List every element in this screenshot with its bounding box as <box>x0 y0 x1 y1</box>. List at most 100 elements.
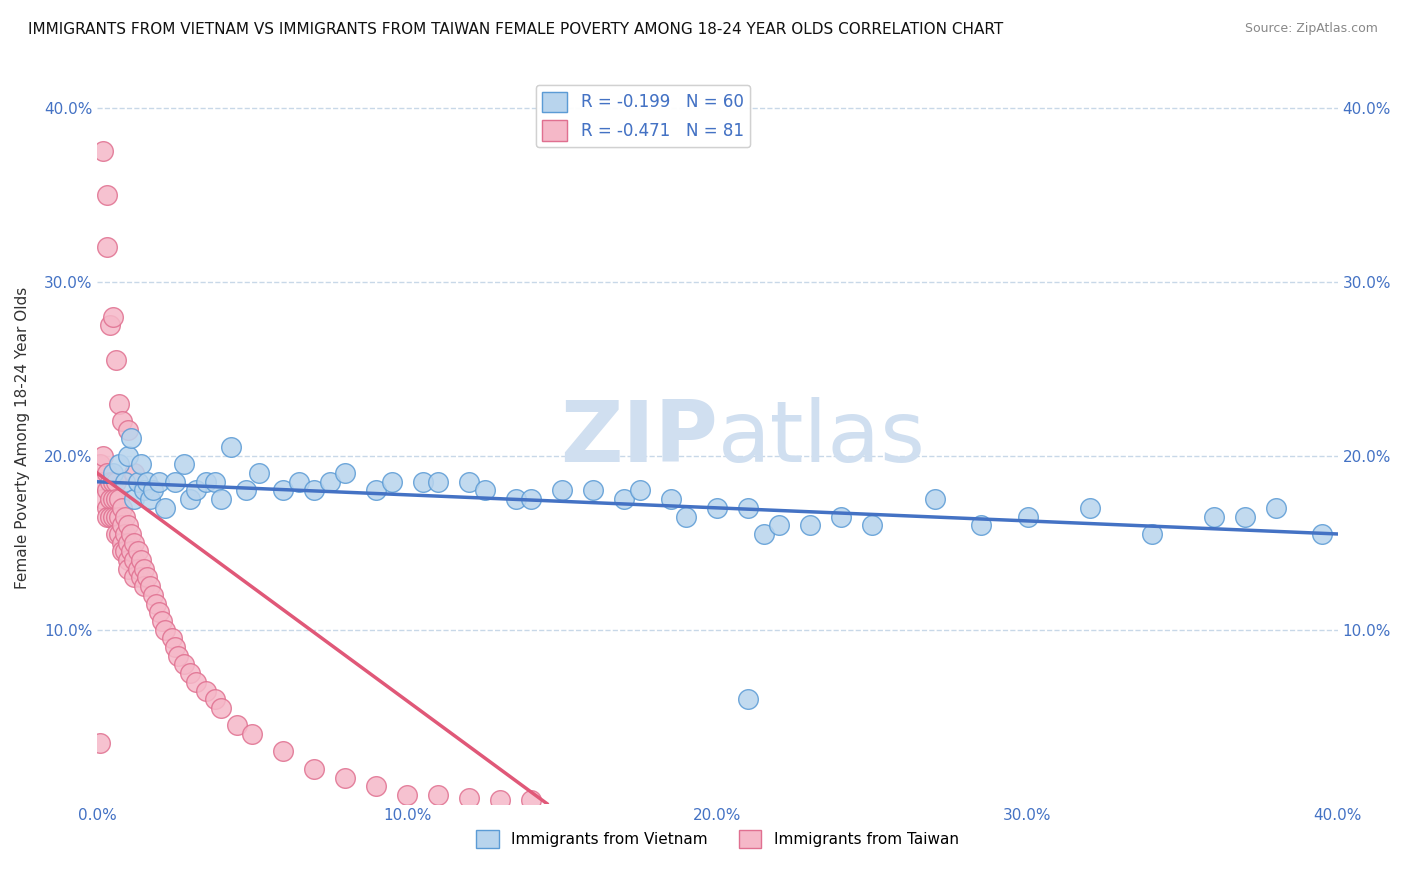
Point <box>396 788 419 802</box>
Point <box>98 318 121 333</box>
Point <box>132 579 155 593</box>
Point <box>104 353 127 368</box>
Point <box>114 527 136 541</box>
Point <box>93 475 115 489</box>
Point <box>706 500 728 515</box>
Text: IMMIGRANTS FROM VIETNAM VS IMMIGRANTS FROM TAIWAN FEMALE POVERTY AMONG 18-24 YEA: IMMIGRANTS FROM VIETNAM VS IMMIGRANTS FR… <box>28 22 1004 37</box>
Point <box>659 492 682 507</box>
Point <box>1233 509 1256 524</box>
Point <box>271 483 294 498</box>
Point <box>96 509 118 524</box>
Point <box>111 500 134 515</box>
Point <box>120 527 142 541</box>
Point <box>108 509 131 524</box>
Point <box>108 527 131 541</box>
Point <box>101 492 124 507</box>
Text: ZIP: ZIP <box>560 397 717 480</box>
Point <box>924 492 946 507</box>
Point <box>148 475 170 489</box>
Point <box>148 605 170 619</box>
Point <box>675 509 697 524</box>
Point <box>1202 509 1225 524</box>
Point <box>179 666 201 681</box>
Point <box>96 466 118 480</box>
Point <box>114 475 136 489</box>
Point <box>489 793 512 807</box>
Point <box>101 466 124 480</box>
Point <box>319 475 342 489</box>
Point <box>117 553 139 567</box>
Point <box>96 500 118 515</box>
Point <box>96 483 118 498</box>
Point <box>520 492 543 507</box>
Point <box>101 310 124 324</box>
Point <box>142 483 165 498</box>
Point <box>104 527 127 541</box>
Point <box>613 492 636 507</box>
Text: atlas: atlas <box>717 397 925 480</box>
Point <box>120 431 142 445</box>
Point <box>89 736 111 750</box>
Point <box>271 744 294 758</box>
Point <box>179 492 201 507</box>
Point <box>155 500 177 515</box>
Point <box>101 509 124 524</box>
Point <box>127 544 149 558</box>
Point <box>194 475 217 489</box>
Point <box>96 187 118 202</box>
Point <box>93 492 115 507</box>
Point <box>117 562 139 576</box>
Point <box>120 544 142 558</box>
Point <box>127 562 149 576</box>
Point <box>1264 500 1286 515</box>
Point <box>167 648 190 663</box>
Point <box>129 553 152 567</box>
Point <box>240 727 263 741</box>
Legend: R = -0.199   N = 60, R = -0.471   N = 81: R = -0.199 N = 60, R = -0.471 N = 81 <box>536 85 751 147</box>
Point <box>108 458 131 472</box>
Point <box>111 414 134 428</box>
Point <box>247 466 270 480</box>
Point <box>381 475 404 489</box>
Point <box>124 553 146 567</box>
Point <box>101 475 124 489</box>
Point <box>96 240 118 254</box>
Point <box>163 640 186 654</box>
Point <box>104 492 127 507</box>
Point <box>194 683 217 698</box>
Point <box>108 492 131 507</box>
Point <box>752 527 775 541</box>
Y-axis label: Female Poverty Among 18-24 Year Olds: Female Poverty Among 18-24 Year Olds <box>15 287 30 590</box>
Point <box>427 788 450 802</box>
Point <box>98 509 121 524</box>
Point <box>108 396 131 410</box>
Point <box>768 518 790 533</box>
Point <box>304 483 326 498</box>
Point <box>219 440 242 454</box>
Point <box>209 492 232 507</box>
Point <box>173 657 195 672</box>
Point <box>209 701 232 715</box>
Point <box>551 483 574 498</box>
Point <box>98 475 121 489</box>
Point <box>366 779 388 793</box>
Point <box>155 623 177 637</box>
Point <box>830 509 852 524</box>
Point <box>412 475 434 489</box>
Point <box>93 449 115 463</box>
Point <box>145 597 167 611</box>
Point <box>114 509 136 524</box>
Point <box>186 674 208 689</box>
Point <box>117 423 139 437</box>
Point <box>204 692 226 706</box>
Point <box>142 588 165 602</box>
Point <box>117 518 139 533</box>
Point <box>458 475 481 489</box>
Point <box>520 793 543 807</box>
Point <box>93 145 115 159</box>
Point <box>111 544 134 558</box>
Point <box>582 483 605 498</box>
Point <box>458 791 481 805</box>
Point <box>366 483 388 498</box>
Point <box>737 500 759 515</box>
